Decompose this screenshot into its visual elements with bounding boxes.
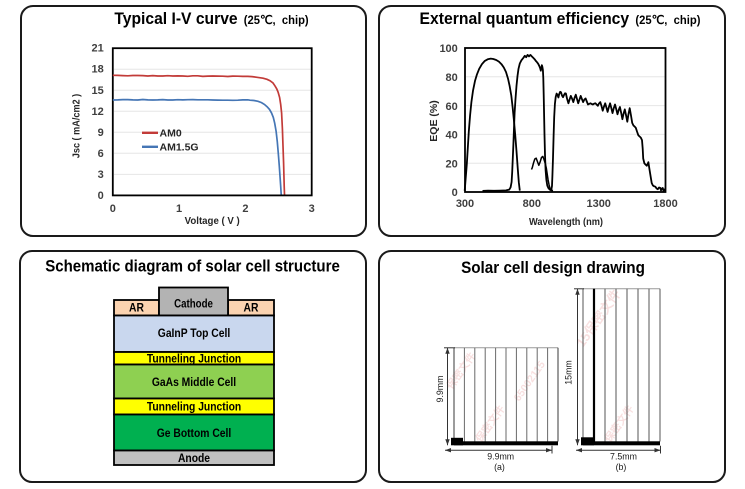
svg-text:21: 21 [92,43,104,55]
svg-text:GaAs Middle Cell: GaAs Middle Cell [152,376,236,389]
svg-text:1300: 1300 [586,198,610,210]
svg-text:AM0: AM0 [160,128,182,140]
svg-text:18: 18 [92,64,104,76]
svg-text:0: 0 [110,203,116,215]
svg-text:15mm: 15mm [563,360,573,384]
svg-text:2: 2 [242,203,248,215]
svg-text:0: 0 [452,187,458,199]
svg-text:3: 3 [309,203,315,215]
svg-text:7.5mm: 7.5mm [610,452,637,462]
svg-text:AM1.5G: AM1.5G [160,142,199,154]
svg-text:EQE (%): EQE (%) [428,100,440,141]
svg-text:Typical I-V curve (25℃, chip: Typical I-V curve (25℃, chip) [114,10,308,28]
svg-text:GaInP Top Cell: GaInP Top Cell [158,327,230,340]
svg-text:(b): (b) [616,462,627,472]
svg-text:AR: AR [129,302,144,315]
svg-text:60: 60 [446,101,458,113]
svg-text:Wavelength (nm): Wavelength (nm) [529,217,603,229]
svg-text:80: 80 [446,72,458,84]
svg-text:300: 300 [456,198,474,210]
svg-text:(a): (a) [494,462,505,472]
svg-text:Tunneling Junction: Tunneling Junction [147,353,242,366]
svg-text:Tunneling Junction: Tunneling Junction [147,401,242,414]
svg-text:40: 40 [446,130,458,142]
svg-text:20: 20 [446,158,458,170]
svg-text:9.9mm: 9.9mm [487,452,514,462]
svg-text:Ge Bottom Cell: Ge Bottom Cell [157,427,232,440]
svg-text:Voltage ( V ): Voltage ( V ) [185,216,240,227]
svg-text:9: 9 [98,127,104,139]
svg-text:6: 6 [98,148,104,160]
svg-text:100: 100 [439,43,457,55]
svg-text:Solar cell design drawing: Solar cell design drawing [461,260,645,278]
svg-text:AR: AR [244,302,259,315]
svg-text:800: 800 [523,198,541,210]
svg-text:3: 3 [98,169,104,181]
svg-text:Anode: Anode [178,452,210,465]
svg-text:9.9mm: 9.9mm [435,376,445,403]
svg-text:1: 1 [176,203,182,215]
svg-text:0: 0 [98,190,104,202]
svg-text:Cathode: Cathode [174,298,213,311]
svg-text:Jsc ( mA/cm2 ): Jsc ( mA/cm2 ) [71,94,83,158]
svg-text:External quantum efficiency (: External quantum efficiency (25℃, chip) [420,10,701,28]
svg-text:12: 12 [92,106,104,118]
svg-text:15: 15 [92,85,104,97]
svg-text:Schematic diagram of solar cel: Schematic diagram of solar cell structur… [45,258,340,276]
svg-text:1800: 1800 [653,198,677,210]
